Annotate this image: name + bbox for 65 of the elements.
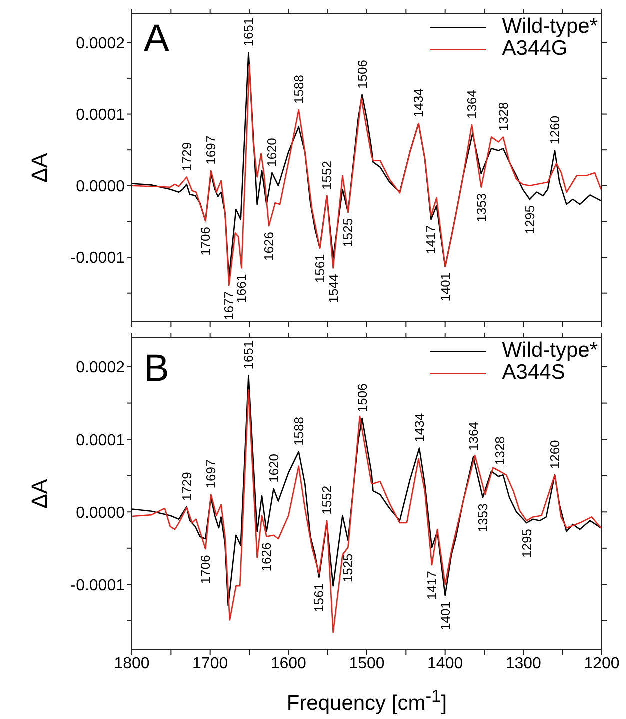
y-tick-label: 0.0002 [76,35,126,52]
chart-title: A [144,18,170,60]
annotation: 1677 [222,291,237,320]
annotation: 1561 [312,254,328,284]
annotation: 1706 [198,555,214,584]
annotation: 1260 [548,116,562,145]
annotation: 1364 [466,422,482,451]
annotation: 1353 [475,504,490,533]
legend-label: Wild-type* [502,339,598,363]
annotation: 1588 [291,75,306,104]
chart-title: B [144,348,170,390]
annotation: 1364 [464,90,480,120]
annotation: 1401 [438,272,453,302]
y-tick-label: -0.0001 [70,250,126,268]
x-tick-label: 1700 [192,655,228,672]
legend-label: Wild-type* [502,15,598,39]
annotation: 1295 [522,206,538,234]
y-tick-label: -0.0001 [70,577,126,594]
annotation: 1729 [179,472,194,502]
y-tick-label: 0.0000 [76,178,126,196]
annotation: 1401 [438,602,453,631]
y-axis-title: ΔA [27,478,52,511]
y-tick-label: 0.0000 [76,504,126,522]
annotation: 1525 [340,218,356,248]
annotation: 1588 [291,416,306,446]
annotation: 1552 [320,161,335,190]
y-tick-label: 0.0001 [76,106,126,124]
annotation: 1328 [492,436,508,466]
annotation: 1417 [424,226,439,254]
annotation: 1353 [474,193,489,222]
annotation: 1544 [326,274,341,304]
annotation: 1552 [320,486,335,515]
annotation: 1626 [259,542,274,572]
y-tick-label: 0.0002 [76,360,126,377]
x-axis-title: Frequency [cm$^{-1}$] [286,685,448,716]
annotation: 1506 [354,384,370,413]
annotation: 1295 [519,529,534,558]
x-tick-label: 1200 [584,655,620,672]
legend-label: A344G [502,37,568,61]
annotation: 1697 [204,460,219,489]
annotation: 1697 [204,136,219,165]
legend-label: A344S [502,361,566,385]
x-tick-label: 1500 [349,655,385,672]
annotation: 1525 [340,554,356,583]
x-tick-label: 1600 [270,655,307,672]
x-tick-label: 1300 [506,655,542,672]
annotation: 1620 [264,138,280,168]
annotation: 1729 [179,142,194,172]
annotation: 1661 [234,274,250,304]
y-tick-label: 0.0001 [76,432,126,450]
annotation: 1706 [198,227,214,256]
x-tick-label: 1400 [428,655,464,672]
annotation: 1620 [266,454,282,483]
annotation: 1506 [354,60,370,89]
annotation: 1626 [262,232,277,261]
annotation: 1434 [412,413,427,442]
annotation: 1328 [496,102,511,132]
annotation: 1651 [241,340,256,370]
y-axis-title: ΔA [27,152,52,185]
annotation: 1561 [312,583,327,612]
annotation: 1260 [548,440,562,470]
annotation: 1651 [241,18,256,47]
annotation: 1434 [411,88,426,118]
annotation: 1417 [424,571,440,600]
x-tick-label: 1800 [114,655,150,672]
